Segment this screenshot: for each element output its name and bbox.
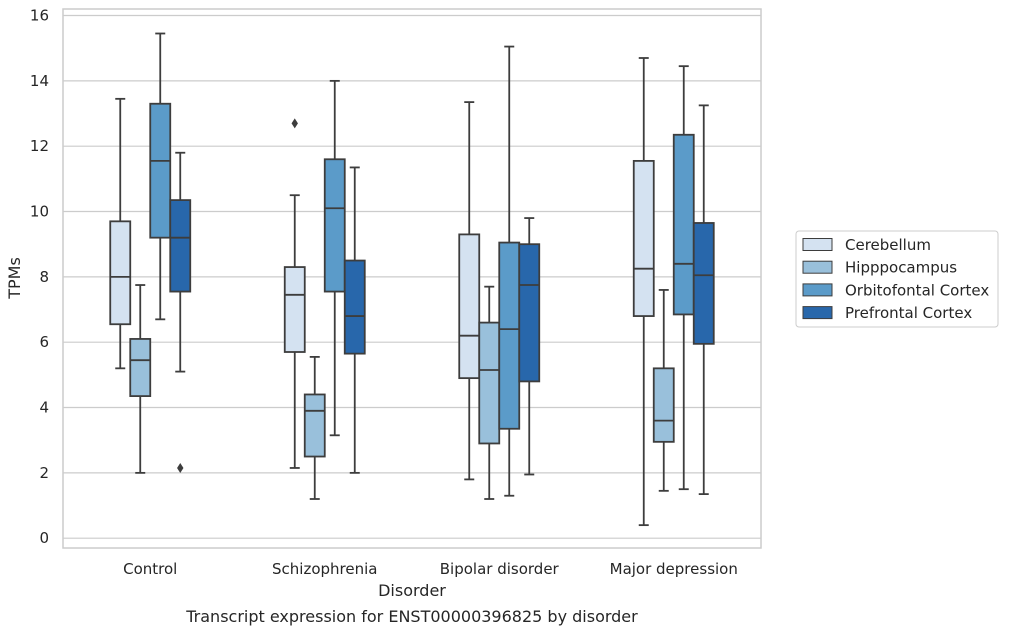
legend-swatch [802,283,833,297]
legend-swatch [802,306,833,320]
boxplot-hipppocampus [129,284,152,474]
boxplot-cerebellum [283,118,306,469]
y-tick-label: 10 [30,203,49,221]
boxplot-cerebellum [632,57,655,527]
x-axis-label: Disorder [378,581,446,600]
y-tick-label: 16 [30,7,49,25]
legend-swatch [802,260,833,274]
boxplot-prefrontal-cortex [169,151,192,473]
box-iqr [518,243,541,383]
box-iqr [692,222,715,345]
plot-frame [62,8,762,549]
y-tick-label: 12 [30,137,49,155]
y-axis-label: TPMs [5,257,24,300]
box-iqr [343,259,366,355]
x-axis-ticks: Control Schizophrenia Bipolar disorder Majo… [123,560,738,578]
x-tick-label: Major depression [610,560,738,578]
box-iqr [672,133,695,316]
y-tick-label: 4 [39,399,49,417]
boxplot-orbitofontal-cortex [672,65,695,491]
boxplot-cerebellum [109,97,132,370]
legend-label: Cerebellum [845,236,931,254]
legend-swatch [802,238,833,251]
box-iqr [498,241,521,430]
box-iqr [478,321,501,445]
boxplot-orbitofontal-cortex [323,79,346,437]
boxplots [109,32,715,527]
y-tick-label: 6 [39,333,49,351]
legend-frame [795,230,999,328]
outlier-point [291,118,298,129]
boxplot-cerebellum [458,101,481,481]
box-iqr [632,159,655,317]
box-iqr [283,266,306,353]
box-iqr [109,220,132,326]
plot-background [63,9,761,548]
boxplot-orbitofontal-cortex [149,32,172,321]
boxplot-prefrontal-cortex [692,104,715,496]
y-tick-label: 2 [39,464,49,482]
y-tick-label: 14 [30,72,49,90]
box-iqr [149,102,172,239]
box-iqr [129,338,152,397]
y-tick-label: 0 [39,529,49,547]
boxplot-hipppocampus [303,355,326,500]
boxplot-prefrontal-cortex [518,217,541,476]
legend-label: Orbitofontal Cortex [845,281,989,299]
outlier-point [177,462,184,473]
legend-label: Prefrontal Cortex [845,304,972,322]
box-iqr [652,367,675,443]
legend-label: Hipppocampus [845,259,957,277]
box-iqr [303,393,326,458]
y-axis-ticks: 0 2 4 6 8 10 12 14 16 [30,7,49,548]
box-iqr [323,158,346,293]
x-tick-label: Control [123,560,177,578]
x-tick-label: Bipolar disorder [440,560,560,578]
x-tick-label: Schizophrenia [272,560,377,578]
box-iqr [169,199,192,293]
box-iqr [458,233,481,380]
y-tick-label: 8 [39,268,49,286]
boxplot-hipppocampus [652,289,675,492]
figure-caption: Transcript expression for ENST0000039682… [185,607,638,626]
boxplot-prefrontal-cortex [343,166,366,474]
boxplot-orbitofontal-cortex [498,45,521,497]
legend: Cerebellum Hipppocampus Orbitofontal Corte… [795,230,999,328]
